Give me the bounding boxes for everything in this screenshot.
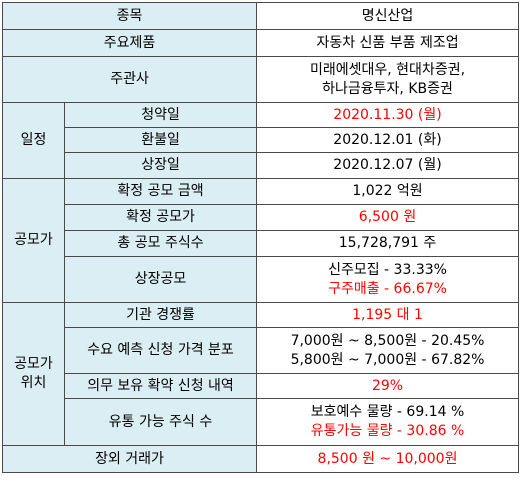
offer-position-label-line-1: 공모가 bbox=[14, 356, 53, 372]
offer-price-label: 확정 공모가 bbox=[63, 204, 258, 231]
old-shares-line: 구주매출 - 66.67% bbox=[328, 280, 447, 297]
otc-price-value: 8,500 원 ~ 10,000원 bbox=[256, 445, 520, 473]
total-amount-label: 확정 공모 금액 bbox=[63, 178, 258, 205]
row-total-amount: 공모가 확정 공모 금액 1,022 억원 bbox=[2, 178, 520, 303]
total-shares-value: 15,728,791 주 bbox=[256, 230, 520, 257]
row-refund-date: 환불일 2020.12.01 (화) bbox=[3, 127, 520, 153]
demand-forecast-line-2: 5,800원 ~ 7,000원 - 67.82% bbox=[290, 351, 485, 368]
underwriters-line-1: 미래에셋대우, 현대차증권, bbox=[310, 61, 466, 78]
listing-date-value: 2020.12.07 (월) bbox=[256, 152, 520, 179]
underwriters-label: 주관사 bbox=[1, 56, 258, 103]
main-product-label: 주요제품 bbox=[1, 29, 258, 57]
row-stock-name: 종목 명신산업 bbox=[1, 2, 520, 30]
tradable-shares-line: 유통가능 물량 - 30.86 % bbox=[310, 423, 465, 439]
row-subscription-date: 일정 청약일 2020.11.30 (월) bbox=[2, 102, 520, 179]
listing-offer-label: 상장공모 bbox=[63, 256, 258, 303]
row-tradable-shares: 유통 가능 주식 수 보호예수 물량 - 69.14 % 유통가능 물량 - 3… bbox=[3, 398, 520, 446]
stock-name-value: 명신산업 bbox=[256, 2, 520, 30]
row-demand-forecast: 수요 예측 신청 가격 분포 7,000원 ~ 8,500원 - 20.45% … bbox=[3, 327, 520, 374]
row-listing-offer: 상장공모 신주모집 - 33.33% 구주매출 - 66.67% bbox=[3, 256, 520, 303]
stock-name-label: 종목 bbox=[1, 2, 258, 30]
demand-forecast-line-1: 7,000원 ~ 8,500원 - 20.45% bbox=[290, 332, 485, 349]
new-shares-line: 신주모집 - 33.33% bbox=[328, 261, 447, 278]
row-competition: 공모가 위치 기관 경쟁률 1,195 대 1 bbox=[2, 302, 520, 446]
protected-shares-line: 보호예수 물량 - 69.14 % bbox=[310, 404, 465, 420]
competition-value: 1,195 대 1 bbox=[256, 302, 520, 328]
lockup-value: 29% bbox=[256, 373, 520, 399]
ipo-summary-table: 종목 명신산업 주요제품 자동차 신품 부품 제조업 주관사 미래에셋대우, 현… bbox=[1, 2, 520, 473]
lockup-label: 의무 보유 확약 신청 내역 bbox=[63, 373, 258, 399]
schedule-group-label: 일정 bbox=[2, 102, 65, 179]
demand-forecast-label: 수요 예측 신청 가격 분포 bbox=[63, 327, 258, 374]
total-amount-value: 1,022 억원 bbox=[256, 178, 520, 205]
row-main-product: 주요제품 자동차 신품 부품 제조업 bbox=[1, 29, 520, 57]
offer-position-group-label: 공모가 위치 bbox=[2, 302, 65, 446]
row-listing-date: 상장일 2020.12.07 (월) bbox=[3, 152, 520, 179]
offer-position-label-line-2: 위치 bbox=[20, 375, 47, 391]
tradable-shares-value: 보호예수 물량 - 69.14 % 유통가능 물량 - 30.86 % bbox=[256, 398, 520, 446]
listing-date-label: 상장일 bbox=[63, 152, 258, 179]
underwriters-line-2: 하나금융투자, KB증권 bbox=[322, 80, 453, 97]
demand-forecast-value: 7,000원 ~ 8,500원 - 20.45% 5,800원 ~ 7,000원… bbox=[256, 327, 520, 374]
offer-price-value: 6,500 원 bbox=[256, 204, 520, 231]
offering-group-label: 공모가 bbox=[2, 178, 65, 303]
main-product-value: 자동차 신품 부품 제조업 bbox=[256, 29, 520, 57]
row-lockup: 의무 보유 확약 신청 내역 29% bbox=[3, 373, 520, 399]
total-shares-label: 총 공모 주식수 bbox=[63, 230, 258, 257]
competition-label: 기관 경쟁률 bbox=[63, 302, 258, 328]
row-offer-price: 확정 공모가 6,500 원 bbox=[3, 204, 520, 231]
row-total-shares: 총 공모 주식수 15,728,791 주 bbox=[3, 230, 520, 257]
row-otc-price: 장외 거래가 8,500 원 ~ 10,000원 bbox=[1, 445, 520, 473]
tradable-shares-label: 유통 가능 주식 수 bbox=[63, 398, 258, 446]
subscription-date-value: 2020.11.30 (월) bbox=[256, 102, 520, 128]
refund-date-label: 환불일 bbox=[63, 127, 258, 153]
subscription-date-label: 청약일 bbox=[63, 102, 258, 128]
row-underwriters: 주관사 미래에셋대우, 현대차증권, 하나금융투자, KB증권 bbox=[1, 56, 520, 103]
listing-offer-value: 신주모집 - 33.33% 구주매출 - 66.67% bbox=[256, 256, 520, 303]
otc-price-label: 장외 거래가 bbox=[1, 445, 258, 473]
refund-date-value: 2020.12.01 (화) bbox=[256, 127, 520, 153]
underwriters-value: 미래에셋대우, 현대차증권, 하나금융투자, KB증권 bbox=[256, 56, 520, 103]
